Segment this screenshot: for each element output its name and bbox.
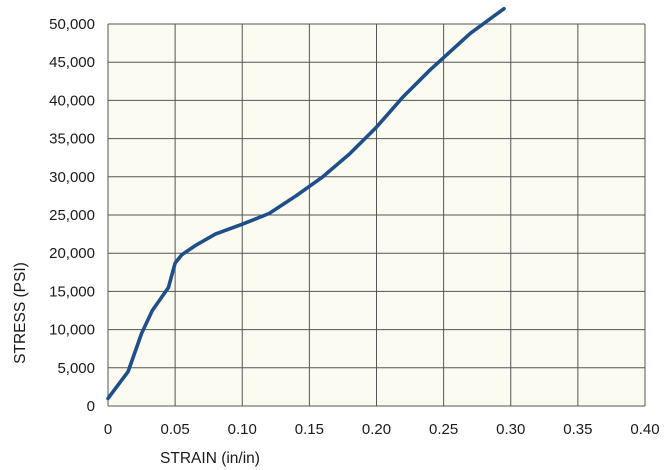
x-tick-label: 0.30: [496, 421, 525, 438]
y-tick-label: 45,000: [49, 54, 95, 71]
y-tick-label: 10,000: [49, 322, 95, 339]
y-tick-label: 0: [87, 398, 95, 415]
y-tick-label: 35,000: [49, 131, 95, 148]
y-tick-label: 40,000: [49, 92, 95, 109]
x-tick-labels: 0 0.05 0.10 0.15 0.20 0.25 0.30 0.35 0.40: [104, 421, 660, 438]
x-tick-label: 0.15: [295, 421, 324, 438]
x-tick-label: 0.20: [362, 421, 391, 438]
x-tick-label: 0.40: [630, 421, 659, 438]
x-tick-label: 0.05: [161, 421, 190, 438]
y-tick-label: 50,000: [49, 16, 95, 33]
y-tick-label: 15,000: [49, 283, 95, 300]
y-tick-label: 5,000: [57, 360, 95, 377]
stress-strain-series-line: [106, 6, 506, 401]
y-tick-label: 25,000: [49, 207, 95, 224]
x-tick-label: 0.25: [429, 421, 458, 438]
grid-lines: [107, 23, 646, 407]
y-tick-label: 30,000: [49, 169, 95, 186]
y-tick-labels: 0 5,000 10,000 15,000 20,000 25,000 30,000 35,0…: [49, 16, 95, 415]
series-group: [106, 6, 506, 401]
y-axis-label: STRESS (PSI): [12, 262, 29, 364]
x-tick-label: 0.35: [563, 421, 592, 438]
x-tick-label: 0: [104, 421, 112, 438]
x-axis-label: STRAIN (in/in): [160, 450, 260, 467]
y-tick-label: 20,000: [49, 245, 95, 262]
x-tick-label: 0.10: [228, 421, 257, 438]
